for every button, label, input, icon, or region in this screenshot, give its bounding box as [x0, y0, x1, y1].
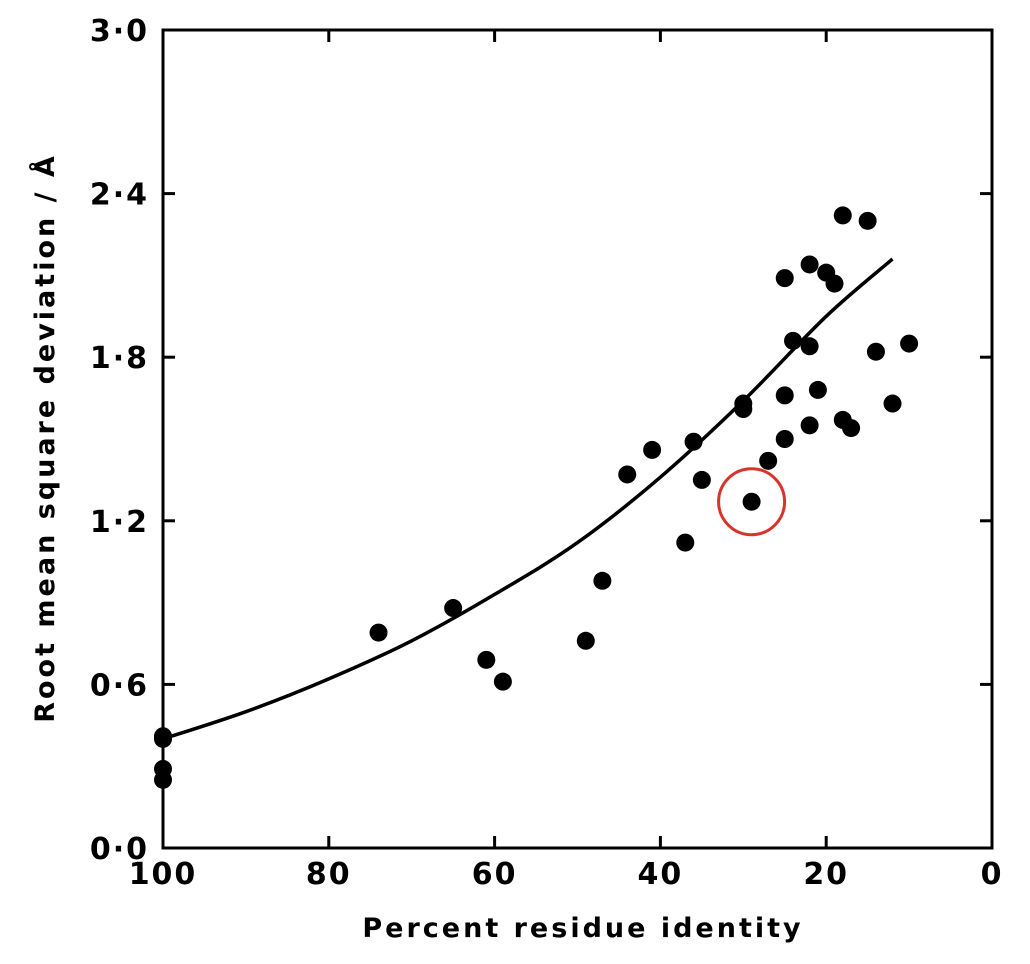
- y-axis-title: Root mean square deviation / Å: [29, 153, 61, 723]
- x-axis-ticks: 100 80 60 40 20 0: [129, 30, 1004, 892]
- data-point: [825, 274, 844, 293]
- x-tick-label: 20: [803, 857, 849, 892]
- data-point: [369, 623, 388, 642]
- x-axis-title: Percent residue identity: [362, 913, 803, 944]
- data-point: [858, 211, 877, 230]
- y-axis-ticks: 0·0 0·6 1·2 1·8 2·4 3·0: [90, 14, 992, 867]
- y-tick-label: 2·4: [90, 178, 149, 213]
- data-point: [643, 440, 662, 459]
- data-point: [618, 465, 637, 484]
- data-point: [866, 342, 885, 361]
- data-point: [800, 255, 819, 274]
- data-point: [775, 269, 794, 288]
- y-tick-label: 1·2: [90, 505, 149, 540]
- x-tick-label: 60: [472, 857, 518, 892]
- data-point: [800, 416, 819, 435]
- highlight-circle: [717, 467, 787, 537]
- plot-frame: [161, 28, 994, 850]
- x-tick-label: 80: [306, 857, 352, 892]
- data-point: [493, 672, 512, 691]
- data-point: [444, 599, 463, 618]
- data-points: [154, 206, 919, 789]
- y-tick-label: 3·0: [90, 14, 149, 49]
- data-point: [800, 337, 819, 356]
- data-point: [676, 533, 695, 552]
- data-point: [842, 419, 861, 438]
- data-point: [477, 650, 496, 669]
- data-point: [154, 770, 172, 789]
- data-point: [593, 571, 612, 590]
- fit-curve: [162, 257, 894, 741]
- data-point: [684, 432, 703, 451]
- data-point: [883, 394, 902, 413]
- data-point: [742, 492, 761, 511]
- x-tick-label: 40: [638, 857, 684, 892]
- data-point: [784, 331, 803, 350]
- x-tick-label: 100: [129, 857, 198, 892]
- data-point: [154, 727, 172, 746]
- data-point: [775, 430, 794, 448]
- data-point: [808, 380, 827, 399]
- data-point: [759, 451, 778, 470]
- data-point: [775, 386, 794, 405]
- data-point: [692, 470, 711, 489]
- y-tick-label: 0·6: [90, 668, 149, 703]
- x-tick-label: 0: [981, 857, 1004, 892]
- data-point: [833, 206, 852, 225]
- y-tick-label: 0·0: [90, 832, 149, 867]
- y-tick-label: 1·8: [90, 341, 149, 376]
- data-point: [900, 334, 919, 353]
- data-point: [576, 631, 595, 650]
- data-point: [734, 394, 753, 413]
